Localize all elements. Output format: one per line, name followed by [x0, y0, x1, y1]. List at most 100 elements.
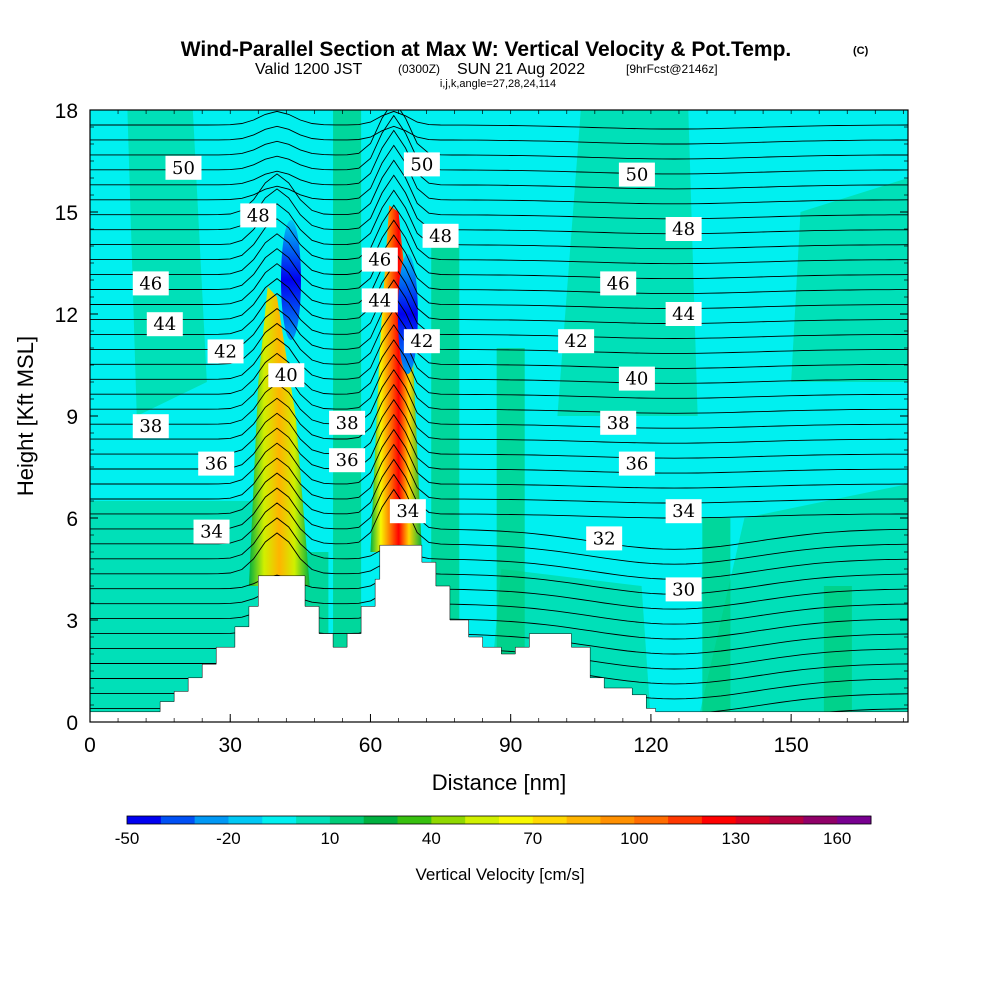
utc-time: (0300Z) — [398, 62, 440, 76]
contour-label: 32 — [586, 526, 623, 551]
contour-label: 36 — [329, 448, 366, 473]
isentrope-line — [90, 517, 908, 580]
contour-label-text: 44 — [672, 304, 695, 325]
contour-label: 34 — [193, 519, 230, 544]
contour-label-text: 42 — [214, 341, 237, 362]
colorbar: -50 -20 10 40 70 100 130 160 — [115, 815, 872, 848]
isentrope-line — [90, 279, 908, 339]
colorbar-swatch — [160, 816, 196, 824]
contour-label-text: 34 — [672, 501, 695, 522]
colorbar-tick-label: -20 — [216, 829, 241, 848]
contour-label: 38 — [132, 414, 169, 439]
contour-label-text: 40 — [275, 365, 298, 386]
isentrope-line — [90, 189, 908, 250]
contour-label-text: 34 — [396, 501, 419, 522]
colorbar-swatch — [499, 816, 534, 824]
x-tick-label: 60 — [359, 734, 382, 757]
chart-title: Wind-Parallel Section at Max W: Vertical… — [181, 38, 792, 61]
contour-label-text: 46 — [139, 273, 162, 294]
colorbar-swatch — [701, 816, 737, 824]
contour-label-text: 36 — [625, 454, 648, 475]
isentrope-line — [90, 368, 908, 429]
colorbar-swatch — [194, 816, 229, 824]
contour-labels: 50 48 46 44 42 40 38 36 34 50 46 48 44 42 38 36 34 50 48 46… — [132, 152, 702, 602]
contour-label-text: 38 — [607, 413, 630, 434]
colorbar-tick-label: -50 — [115, 829, 140, 848]
section-indices: i,j,k,angle=27,28,24,114 — [440, 78, 556, 90]
colorbar-swatch — [363, 816, 399, 824]
contour-label-text: 46 — [368, 250, 391, 271]
copyright-mark: (C) — [853, 45, 869, 57]
contour-label-text: 38 — [336, 413, 359, 434]
contour-label: 44 — [665, 302, 702, 326]
contour-label-text: 30 — [672, 579, 695, 600]
isentrope-line — [90, 604, 908, 640]
colorbar-swatch — [228, 816, 263, 824]
colorbar-tick-label: 10 — [320, 829, 339, 848]
isentrope-line — [90, 532, 908, 595]
contour-label-text: 36 — [336, 450, 359, 471]
contour-label: 38 — [600, 410, 637, 435]
isentrope-line — [90, 443, 908, 504]
contour-label-text: 38 — [139, 416, 162, 437]
contour-label: 30 — [665, 577, 702, 602]
isentrope-line — [90, 219, 908, 280]
isentrope-line — [90, 125, 908, 145]
isentrope-line — [90, 249, 908, 310]
isentrope-line — [90, 129, 908, 190]
colorbar-swatch — [465, 816, 500, 824]
colorbar-tick-label: 40 — [422, 829, 441, 848]
updraft-core-a — [248, 286, 310, 586]
colorbar-swatch — [668, 816, 703, 824]
colorbar-swatch — [735, 816, 771, 824]
contour-label-text: 48 — [672, 219, 695, 240]
isentrope-line — [90, 309, 908, 369]
isentrope-line — [90, 114, 908, 175]
contour-label: 50 — [165, 155, 202, 180]
contour-label-text: 50 — [410, 154, 433, 175]
colorbar-label: Vertical Velocity [cm/s] — [415, 865, 584, 884]
isentrope-line — [90, 110, 908, 160]
updraft-stripe — [823, 586, 852, 722]
y-tick-label: 3 — [66, 610, 78, 633]
contour-label: 50 — [618, 162, 655, 187]
isentrope-line — [90, 264, 908, 324]
y-tick-label: 9 — [66, 406, 78, 429]
contour-label: 38 — [329, 410, 366, 435]
contour-label: 46 — [361, 247, 398, 272]
contour-label-text: 42 — [410, 331, 433, 352]
colorbar-frame — [126, 815, 872, 825]
contour-label-text: 36 — [205, 454, 228, 475]
colorbar-swatch — [397, 816, 432, 824]
isentrope-line — [90, 110, 908, 130]
x-tick-label: 150 — [774, 734, 809, 757]
contour-label-text: 48 — [247, 205, 270, 226]
isentrope-line — [90, 589, 908, 625]
weak-updraft-band — [127, 110, 207, 416]
contour-label: 48 — [665, 217, 702, 241]
colorbar-swatch — [262, 816, 297, 824]
colorbar-swatch — [634, 816, 669, 824]
contour-label-text: 50 — [172, 158, 195, 179]
colorbar-swatch — [769, 816, 804, 824]
contour-label: 42 — [403, 329, 440, 354]
contour-label-text: 46 — [607, 273, 630, 294]
y-tick-label: 15 — [55, 202, 78, 225]
colorbar-swatch — [566, 816, 601, 824]
contour-label: 36 — [618, 451, 655, 476]
y-axis-label: Height [Kft MSL] — [13, 336, 38, 496]
isentrope-line — [90, 159, 908, 220]
isentrope-line — [90, 234, 908, 295]
colorbar-swatch — [803, 816, 838, 824]
x-tick-label: 90 — [499, 734, 522, 757]
forecast-info: [9hrFcst@2146z] — [626, 62, 718, 76]
contour-label: 48 — [422, 223, 459, 248]
updraft-core-b — [370, 205, 422, 552]
x-axis-label: Distance [nm] — [432, 770, 567, 795]
x-tick-label: 0 — [84, 734, 96, 757]
colorbar-swatch — [837, 816, 872, 824]
contour-label: 50 — [403, 152, 440, 177]
colorbar-tick-label: 130 — [722, 829, 750, 848]
contour-label: 42 — [558, 329, 595, 354]
contour-label-text: 48 — [429, 226, 452, 247]
